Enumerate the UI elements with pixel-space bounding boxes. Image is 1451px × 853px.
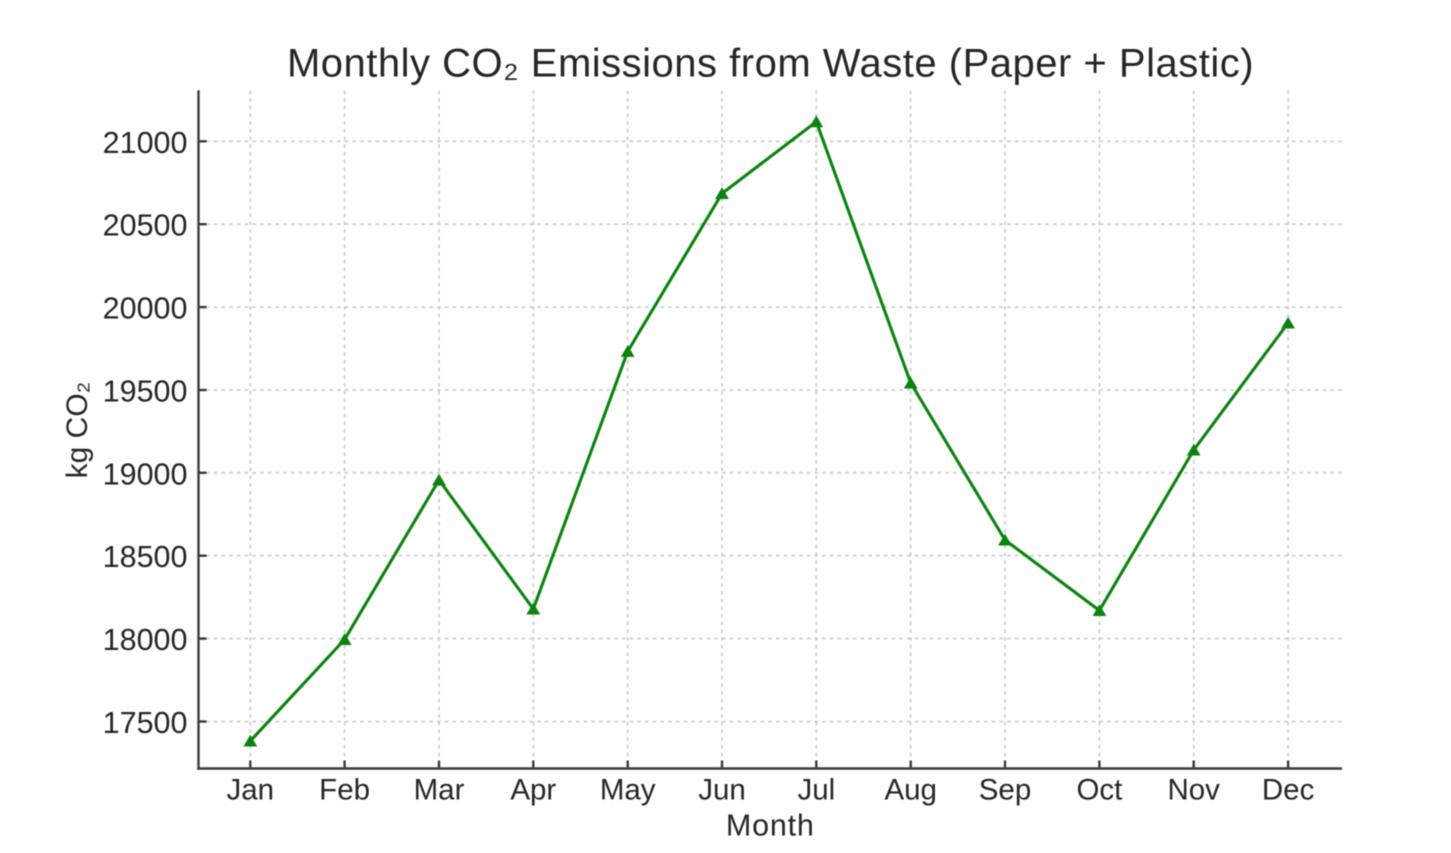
- svg-text:20000: 20000: [103, 292, 188, 326]
- svg-text:Mar: Mar: [414, 774, 465, 807]
- svg-text:Sep: Sep: [979, 774, 1032, 807]
- svg-text:Jun: Jun: [698, 774, 746, 807]
- svg-text:19000: 19000: [103, 457, 188, 491]
- svg-text:Jan: Jan: [227, 774, 275, 807]
- svg-text:19500: 19500: [103, 375, 188, 409]
- svg-text:Oct: Oct: [1076, 774, 1122, 807]
- svg-text:Feb: Feb: [319, 774, 370, 807]
- svg-text:May: May: [600, 774, 656, 807]
- svg-text:Nov: Nov: [1167, 774, 1220, 807]
- svg-text:kg CO₂: kg CO₂: [61, 382, 94, 479]
- svg-text:Monthly CO₂ Emissions from Was: Monthly CO₂ Emissions from Waste (Paper …: [287, 42, 1254, 86]
- svg-text:Apr: Apr: [510, 774, 556, 807]
- svg-text:17500: 17500: [103, 706, 188, 740]
- svg-text:18500: 18500: [103, 540, 188, 574]
- svg-text:Aug: Aug: [884, 774, 937, 807]
- svg-text:21000: 21000: [103, 126, 188, 160]
- svg-text:18000: 18000: [103, 623, 188, 657]
- svg-text:20500: 20500: [103, 209, 188, 243]
- svg-text:Dec: Dec: [1262, 774, 1314, 807]
- svg-text:Jul: Jul: [797, 774, 835, 807]
- svg-text:Month: Month: [726, 809, 815, 843]
